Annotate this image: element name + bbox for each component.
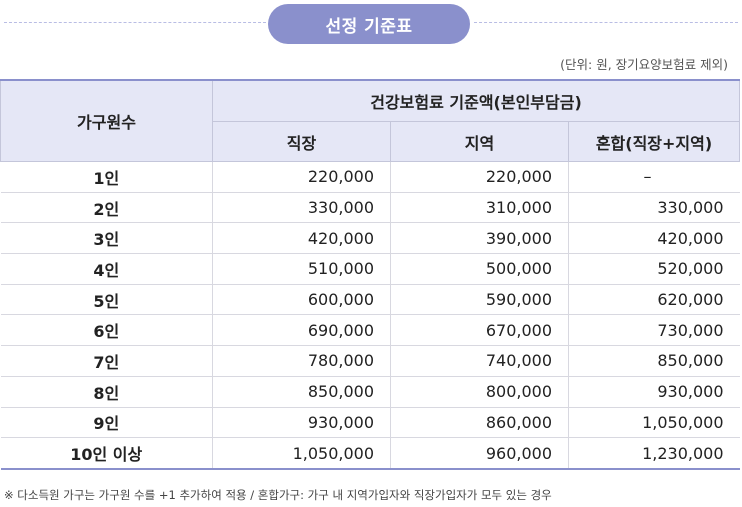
title-divider-right — [474, 22, 738, 23]
unit-note: (단위: 원, 장기요양보험료 제외) — [560, 57, 728, 72]
employee-cell: 690,000 — [212, 314, 391, 347]
regional-cell: 390,000 — [390, 222, 569, 255]
table-row: 2인 330,000 310,000 330,000 — [0, 192, 740, 224]
employee-cell: 420,000 — [212, 222, 391, 255]
household-cell: 3인 — [0, 222, 213, 255]
table-row: 10인 이상 1,050,000 960,000 1,230,000 — [0, 437, 740, 470]
table-row: 8인 850,000 800,000 930,000 — [0, 376, 740, 408]
title-divider-left — [4, 22, 266, 23]
table-row: 1인 220,000 220,000– — [0, 161, 740, 193]
regional-cell: 860,000 — [390, 407, 569, 439]
table-row: 7인 780,000 740,000 850,000 — [0, 345, 740, 377]
footnote: ※ 다소득원 가구는 가구원 수를 +1 추가하여 적용 / 혼합가구: 가구 … — [4, 488, 552, 502]
mixed-cell: – — [568, 161, 740, 193]
mixed-cell: 850,000 — [568, 345, 740, 377]
employee-cell: 780,000 — [212, 345, 391, 377]
mixed-cell: 1,050,000 — [568, 407, 740, 439]
employee-cell: 850,000 — [212, 376, 391, 408]
employee-cell: 510,000 — [212, 253, 391, 285]
header-employee: 직장 — [212, 121, 391, 162]
regional-cell: 960,000 — [390, 437, 569, 470]
household-cell: 8인 — [0, 376, 213, 408]
table-row: 5인 600,000 590,000 620,000 — [0, 284, 740, 316]
header-premium-group: 건강보험료 기준액(본인부담금) — [212, 79, 740, 122]
table-row: 4인 510,000 500,000 520,000 — [0, 253, 740, 285]
mixed-cell: 1,230,000 — [568, 437, 740, 470]
header-household: 가구원수 — [0, 79, 213, 162]
regional-cell: 220,000 — [390, 161, 569, 193]
regional-cell: 310,000 — [390, 192, 569, 224]
household-cell: 6인 — [0, 314, 213, 347]
household-cell: 4인 — [0, 253, 213, 285]
mixed-cell: 930,000 — [568, 376, 740, 408]
selection-criteria-table: 가구원수 건강보험료 기준액(본인부담금) 직장 지역 혼합(직장+지역) 1인… — [0, 79, 740, 470]
mixed-cell: 620,000 — [568, 284, 740, 316]
title-area: 선정 기준표 — [0, 0, 742, 48]
mixed-cell: 420,000 — [568, 222, 740, 255]
regional-cell: 800,000 — [390, 376, 569, 408]
page-title: 선정 기준표 — [268, 4, 470, 44]
header-regional: 지역 — [390, 121, 569, 162]
header-mixed: 혼합(직장+지역) — [568, 121, 740, 162]
household-cell: 7인 — [0, 345, 213, 377]
regional-cell: 670,000 — [390, 314, 569, 347]
employee-cell: 330,000 — [212, 192, 391, 224]
household-cell: 5인 — [0, 284, 213, 316]
table-row: 9인 930,000 860,000 1,050,000 — [0, 407, 740, 439]
table-row: 6인 690,000 670,000 730,000 — [0, 314, 740, 347]
table-row: 3인 420,000 390,000 420,000 — [0, 222, 740, 255]
mixed-cell: 520,000 — [568, 253, 740, 285]
household-cell: 2인 — [0, 192, 213, 224]
mixed-cell: 730,000 — [568, 314, 740, 347]
regional-cell: 500,000 — [390, 253, 569, 285]
regional-cell: 740,000 — [390, 345, 569, 377]
employee-cell: 600,000 — [212, 284, 391, 316]
household-cell: 9인 — [0, 407, 213, 439]
employee-cell: 220,000 — [212, 161, 391, 193]
employee-cell: 930,000 — [212, 407, 391, 439]
mixed-cell: 330,000 — [568, 192, 740, 224]
household-cell: 10인 이상 — [0, 437, 213, 470]
employee-cell: 1,050,000 — [212, 437, 391, 470]
household-cell: 1인 — [0, 161, 213, 193]
regional-cell: 590,000 — [390, 284, 569, 316]
